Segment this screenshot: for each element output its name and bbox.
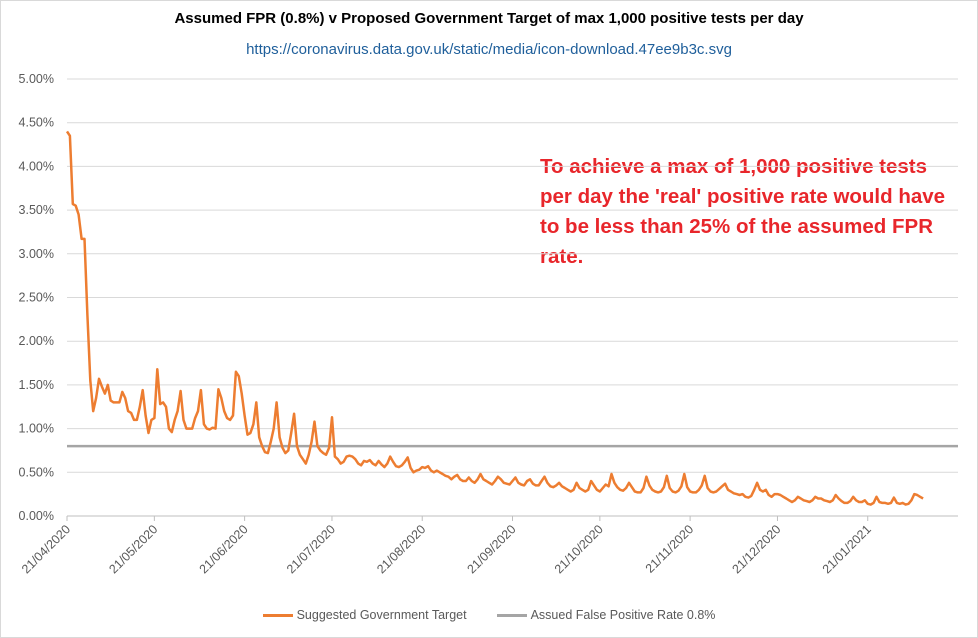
- legend-label-fpr: Assued False Positive Rate 0.8%: [530, 608, 716, 622]
- series-layer: [65, 130, 958, 506]
- y-tick-label: 1.50%: [19, 378, 54, 392]
- y-tick-label: 0.00%: [19, 509, 54, 523]
- x-tick-label: 21/07/2020: [284, 522, 338, 576]
- legend-item-target: Suggested Government Target: [262, 608, 467, 622]
- series-line-target: [65, 130, 924, 506]
- x-tick-label: 21/05/2020: [106, 522, 160, 576]
- y-tick-label: 0.50%: [19, 465, 54, 479]
- x-tick-label: 21/10/2020: [552, 522, 606, 576]
- x-tick-label: 21/06/2020: [197, 522, 251, 576]
- gridlines: [67, 78, 958, 517]
- y-tick-label: 2.00%: [19, 334, 54, 348]
- y-tick-label: 4.00%: [19, 159, 54, 173]
- y-tick-label: 4.50%: [19, 116, 54, 130]
- y-tick-label: 5.00%: [19, 72, 54, 86]
- legend-swatch-target: [262, 613, 293, 617]
- x-axis-ticks: 21/04/2020 21/05/2020 21/06/2020 21/07/2020…: [19, 516, 874, 576]
- legend-swatch-fpr: [496, 613, 527, 617]
- y-axis-ticks: 0.00% 0.50% 1.00% 1.50% 2.00% 2.50% 3.00% 3.50%…: [19, 72, 54, 523]
- legend-item-fpr: Assued False Positive Rate 0.8%: [496, 608, 716, 622]
- x-tick-label: 21/04/2020: [19, 522, 73, 576]
- chart-annotation: To achieve a max of 1,000 positive tests…: [540, 155, 946, 268]
- y-tick-label: 3.50%: [19, 203, 54, 217]
- y-tick-label: 3.00%: [19, 247, 54, 261]
- chart-subtitle-link[interactable]: https://coronavirus.data.gov.uk/static/m…: [246, 41, 732, 58]
- chart-title: Assumed FPR (0.8%) v Proposed Government…: [174, 10, 804, 27]
- legend: Suggested Government Target Assued False…: [0, 608, 978, 622]
- x-tick-label: 21/12/2020: [729, 522, 783, 576]
- legend-label-target: Suggested Government Target: [296, 608, 467, 622]
- x-tick-label: 21/01/2021: [820, 522, 874, 576]
- y-tick-label: 2.50%: [19, 291, 54, 305]
- y-tick-label: 1.00%: [19, 422, 54, 436]
- x-tick-label: 21/08/2020: [374, 522, 428, 576]
- x-tick-label: 21/09/2020: [464, 522, 518, 576]
- x-tick-label: 21/11/2020: [643, 522, 697, 576]
